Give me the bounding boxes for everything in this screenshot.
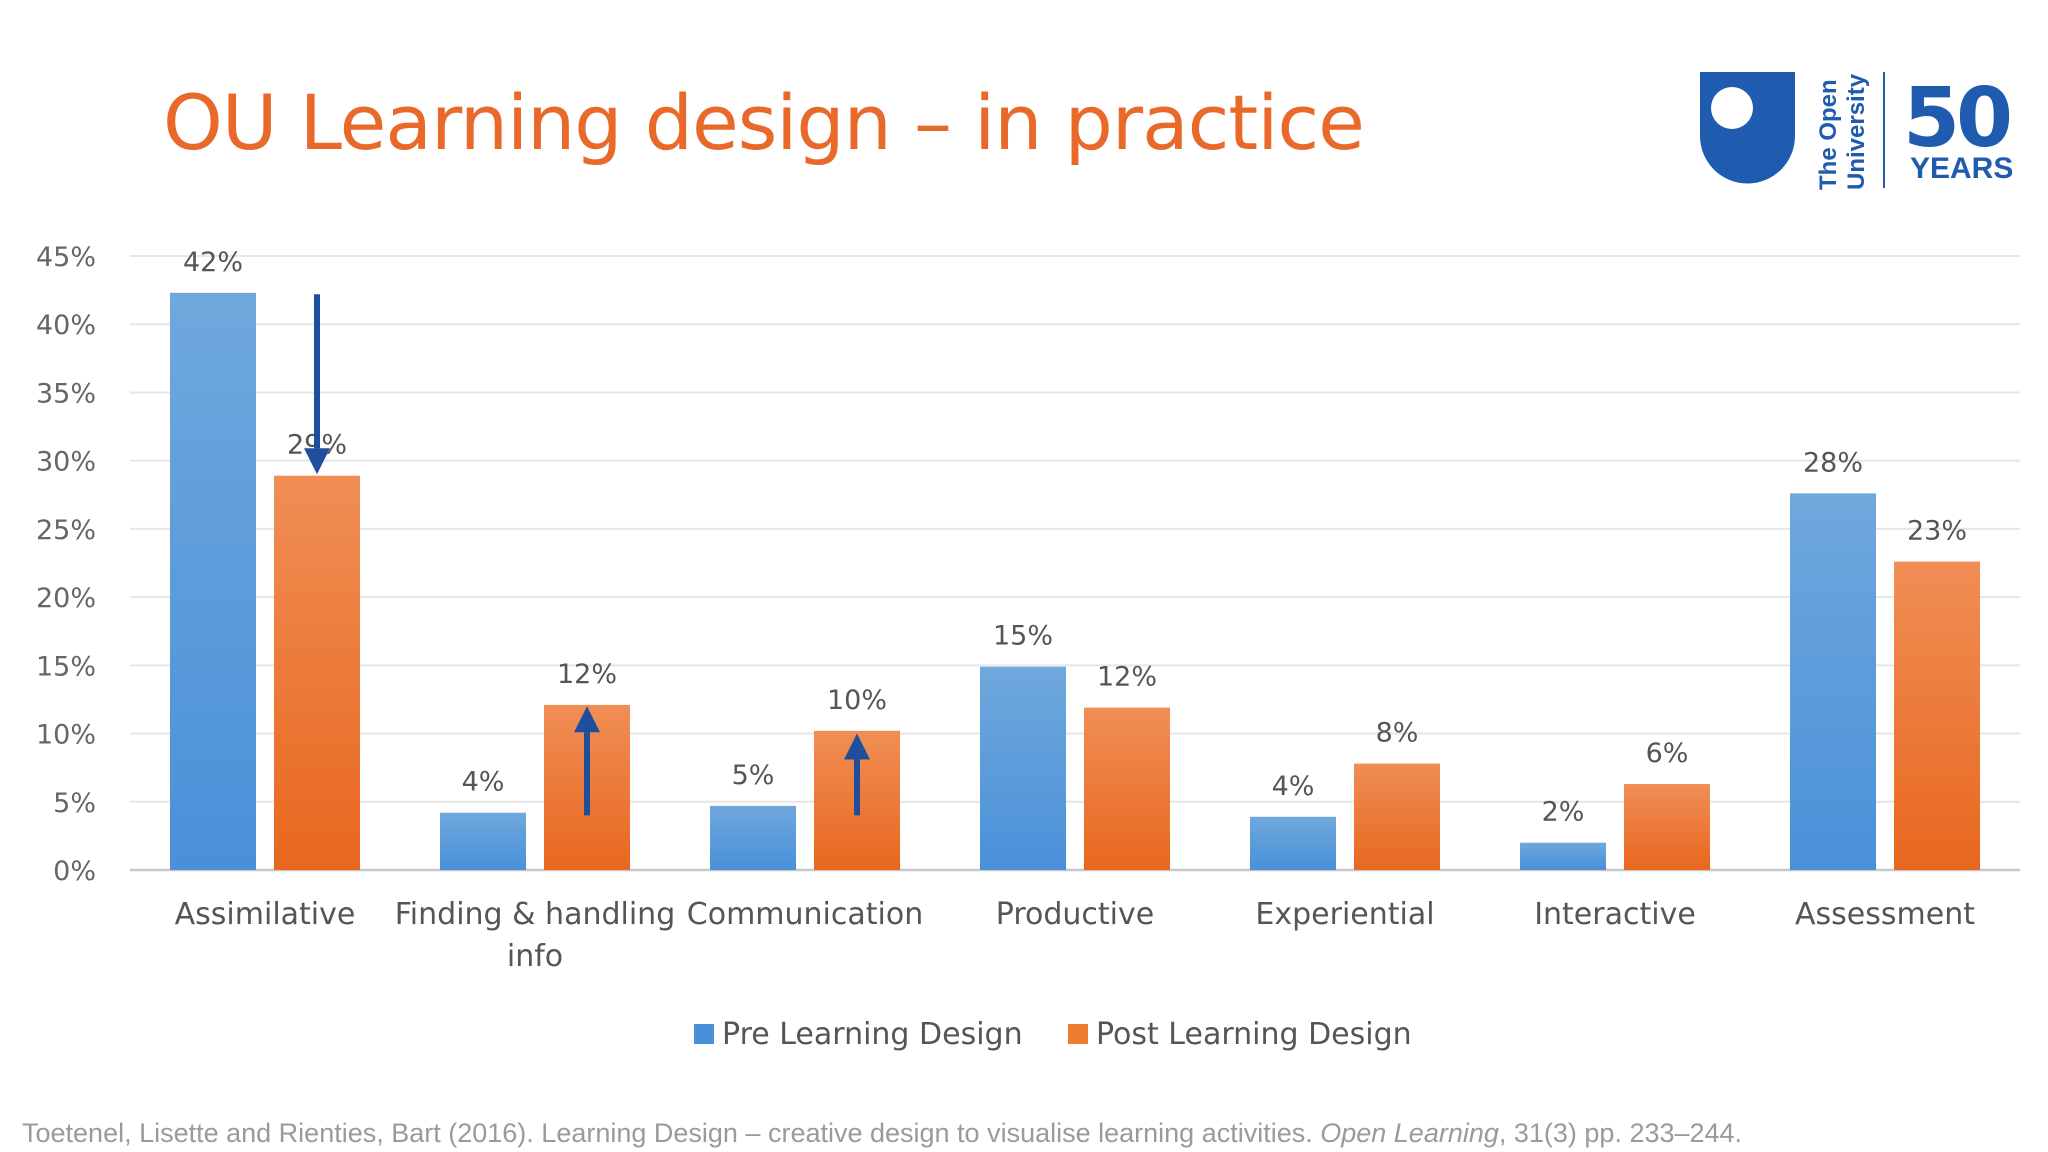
y-tick-label: 25% — [36, 515, 96, 546]
logo-text-line1: The Open — [1815, 79, 1842, 190]
x-tick-label: Interactive — [1534, 897, 1696, 932]
bar — [1354, 763, 1440, 870]
bar — [1084, 707, 1170, 870]
y-axis: 0% 5% 10% 15% 20% 25% 30% 35% 40% 45% — [36, 242, 96, 887]
data-label: 10% — [827, 685, 887, 716]
bars: 42%29%4%12%5%10%15%12%4%8%2%6%28%23% — [170, 247, 1980, 871]
x-tick-label: Productive — [996, 897, 1154, 932]
y-tick-label: 10% — [36, 720, 96, 751]
x-tick-label: Assimilative — [175, 897, 356, 932]
data-label: 4% — [462, 767, 505, 798]
x-tick-label: Communication — [687, 897, 923, 932]
bar — [1250, 816, 1336, 870]
data-label: 2% — [1542, 797, 1585, 828]
logo-50: 50 — [1903, 71, 2010, 166]
y-tick-label: 15% — [36, 651, 96, 682]
open-university-50-years-logo: The Open University 50 YEARS — [1700, 71, 2014, 190]
data-label: 12% — [557, 659, 617, 690]
legend: Pre Learning Design Post Learning Design — [694, 1017, 1412, 1052]
arrow-head — [844, 733, 870, 760]
legend-item: Post Learning Design — [1068, 1017, 1412, 1052]
citation: Toetenel, Lisette and Rienties, Bart (20… — [22, 1118, 1742, 1149]
data-label: 5% — [732, 760, 775, 791]
legend-label: Post Learning Design — [1096, 1017, 1412, 1052]
slide-title: OU Learning design – in practice — [163, 78, 1365, 167]
logo-years: YEARS — [1910, 152, 2013, 185]
bar — [1790, 493, 1876, 870]
arrow-head — [574, 706, 600, 733]
data-label: 8% — [1376, 718, 1419, 749]
x-tick-label: info — [507, 939, 563, 974]
bar — [440, 812, 526, 870]
data-label: 15% — [993, 621, 1053, 652]
bar-chart: 0%5%10%15%20%25%30%35%40%45% 42%29%4%12%… — [36, 242, 2020, 1052]
data-label: 6% — [1646, 738, 1689, 769]
shield-circle — [1711, 87, 1753, 129]
legend-item: Pre Learning Design — [694, 1017, 1023, 1052]
data-label: 23% — [1907, 516, 1967, 547]
annotation-arrow-down — [304, 294, 330, 475]
open-university-shield-icon — [1700, 72, 1795, 184]
arrow-head — [304, 448, 330, 475]
x-tick-label: Finding & handling — [395, 897, 676, 932]
y-tick-label: 5% — [53, 788, 96, 819]
bar — [170, 292, 256, 871]
data-label: 28% — [1803, 447, 1863, 478]
bar — [1894, 561, 1980, 870]
y-tick-label: 35% — [36, 378, 96, 409]
annotation-arrow-up — [574, 706, 600, 816]
legend-label: Pre Learning Design — [722, 1017, 1023, 1052]
x-tick-label: Assessment — [1795, 897, 1975, 932]
data-label: 12% — [1097, 662, 1157, 693]
x-tick-label: Experiential — [1255, 897, 1434, 932]
citation-journal: Open Learning — [1320, 1118, 1499, 1148]
bar — [274, 475, 360, 870]
bar — [980, 666, 1066, 870]
bar — [710, 805, 796, 870]
bar — [1520, 842, 1606, 870]
annotation-arrows — [304, 294, 870, 816]
y-tick-label: 45% — [36, 242, 96, 273]
legend-swatch — [694, 1024, 714, 1044]
x-axis: Assimilative Finding & handling info Commun… — [175, 897, 1976, 974]
y-tick-label: 20% — [36, 583, 96, 614]
y-tick-label: 40% — [36, 310, 96, 341]
bar — [1624, 784, 1710, 870]
gridlines — [130, 255, 2020, 872]
citation-authors: Toetenel, Lisette and Rienties, Bart (20… — [22, 1118, 1321, 1148]
y-tick-label: 0% — [53, 856, 96, 887]
annotation-arrow-up — [844, 733, 870, 816]
legend-swatch — [1068, 1024, 1088, 1044]
citation-details: , 31(3) pp. 233–244. — [1498, 1118, 1743, 1148]
data-label: 4% — [1272, 771, 1315, 802]
y-tick-label: 30% — [36, 447, 96, 478]
data-label: 42% — [183, 247, 243, 278]
logo-text-line2: University — [1843, 73, 1870, 190]
